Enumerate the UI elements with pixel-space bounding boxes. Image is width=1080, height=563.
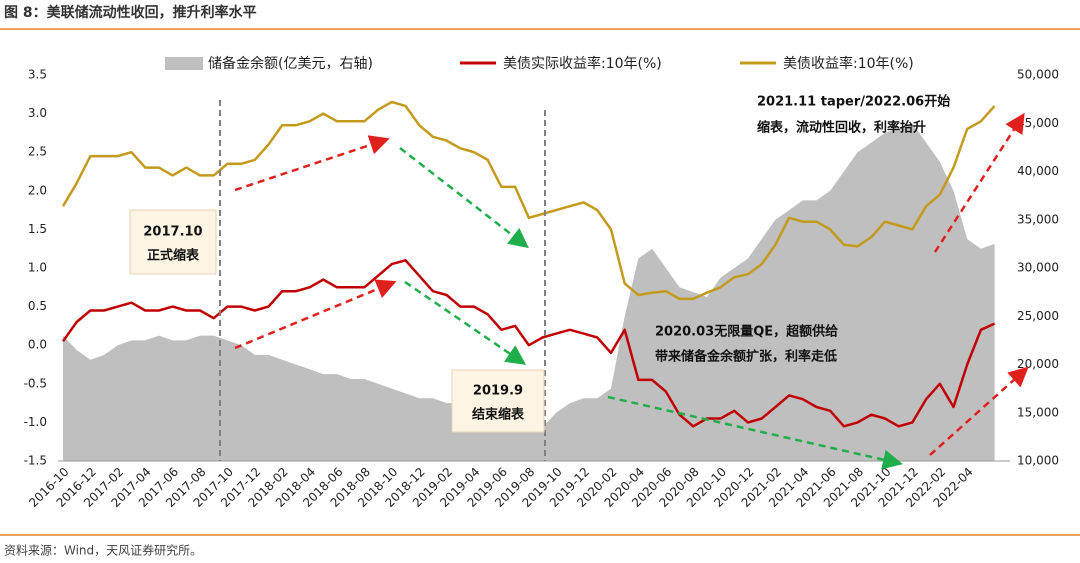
legend-label: 美债收益率:10年(%) <box>783 55 914 72</box>
arrow <box>929 366 1029 456</box>
annotation: 2021.11 taper/2022.06开始 <box>757 94 950 110</box>
annotation: 缩表，流动性回收，利率抬升 <box>757 120 926 136</box>
y-tick-label: -1.5 <box>24 454 47 468</box>
annotation: 2019.9 <box>473 384 523 399</box>
y2-tick-label: 45,000 <box>1017 116 1059 130</box>
annotation: 带来储备金余额扩张，利率走低 <box>655 349 837 365</box>
arrow <box>933 112 1025 253</box>
y-tick-label: 3.5 <box>28 68 47 82</box>
source: 资料来源：Wind，天风证券研究所。 <box>4 543 202 558</box>
arrow <box>234 279 397 350</box>
annotation: 2020.03无限量QE，超额供给 <box>655 324 838 340</box>
y-tick-label: 2.0 <box>28 183 47 197</box>
y-tick-label: 1.0 <box>28 261 47 275</box>
legend-label: 美债实际收益率:10年(%) <box>503 55 662 72</box>
annotation: 结束缩表 <box>472 407 525 423</box>
y2-tick-label: 15,000 <box>1017 405 1059 419</box>
y-tick-label: -1.0 <box>24 415 47 429</box>
legend-swatch <box>165 57 203 70</box>
y-tick-label: -0.5 <box>24 376 47 390</box>
annotation: 正式缩表 <box>147 248 200 264</box>
annotation: 2017.10 <box>143 225 202 240</box>
y2-tick-label: 40,000 <box>1017 164 1059 178</box>
y-tick-label: 3.0 <box>28 106 47 120</box>
plot: -1.5 -1.0 -0.5 0.0 0.5 1.0 1.5 2.0 2.5 3.0 3.5 10,0… <box>24 55 1059 510</box>
line <box>61 100 996 301</box>
y2-tick-label: 10,000 <box>1017 454 1059 468</box>
annotation-box <box>451 369 545 433</box>
line <box>61 259 996 428</box>
arrow <box>234 135 390 192</box>
annotation-box <box>129 209 217 275</box>
arrow <box>607 395 903 470</box>
y2-tick-label: 35,000 <box>1017 212 1059 226</box>
y-tick-label: 2.5 <box>28 145 47 159</box>
legend-label: 储备金余额(亿美元，右轴) <box>208 55 373 72</box>
chart-title: 图 8：美联储流动性收回，推升利率水平 <box>4 4 257 21</box>
arrow <box>399 147 529 249</box>
y2-tick-label: 30,000 <box>1017 261 1059 275</box>
area <box>63 123 995 462</box>
y2-tick-label: 50,000 <box>1017 68 1059 82</box>
overlay: 2017.10 正式缩表 2019.9 结束缩表 2020.03无限量QE，超额… <box>129 94 1029 470</box>
y-tick-label: 0.0 <box>28 338 47 352</box>
y2-tick-label: 20,000 <box>1017 357 1059 371</box>
y2-tick-label: 25,000 <box>1017 309 1059 323</box>
y-tick-label: 0.5 <box>28 299 47 313</box>
y-tick-label: 1.5 <box>28 222 47 236</box>
arrow <box>404 280 527 365</box>
arrows <box>234 112 1029 470</box>
